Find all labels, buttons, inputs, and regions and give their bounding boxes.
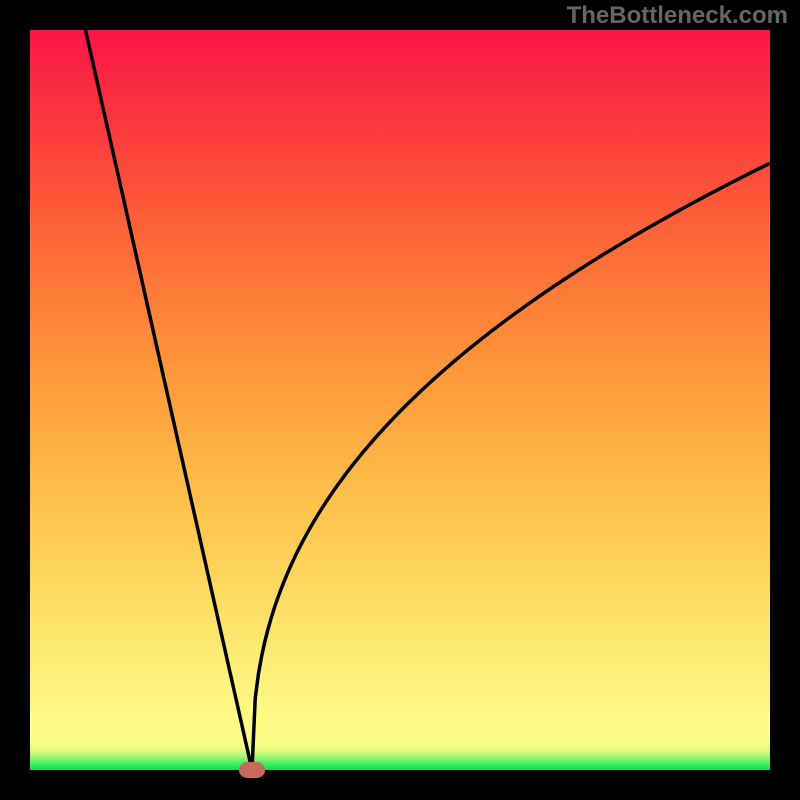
- plot-area: [30, 30, 770, 770]
- chart-container: TheBottleneck.com: [0, 0, 800, 800]
- watermark-text: TheBottleneck.com: [567, 2, 788, 30]
- minimum-marker: [239, 762, 265, 778]
- bottleneck-curve: [86, 30, 771, 770]
- curve-overlay: [30, 30, 770, 770]
